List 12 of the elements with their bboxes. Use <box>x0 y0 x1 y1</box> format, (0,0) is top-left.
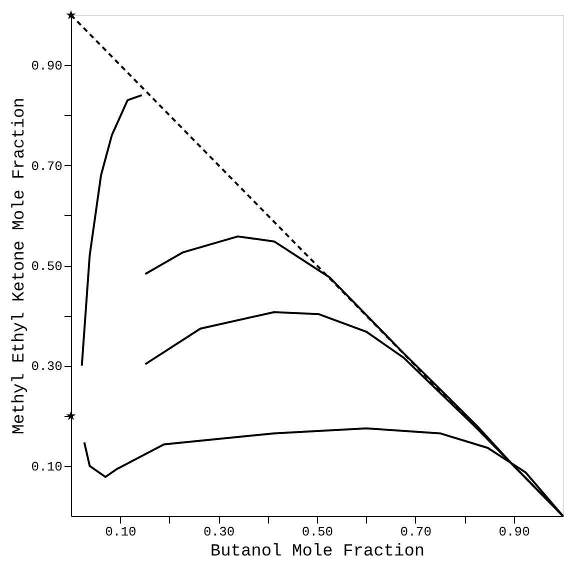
y-axis-title: Methyl Ethyl Ketone Mole Fraction <box>10 98 30 434</box>
y-tick-label: 0.30 <box>31 359 62 374</box>
y-tick-label: 0.70 <box>31 158 62 174</box>
x-tick-label: 0.10 <box>105 524 136 540</box>
x-axis-title: Butanol Mole Fraction <box>210 542 425 562</box>
x-tick-label: 0.70 <box>400 524 432 540</box>
y-tick-label: 0.50 <box>31 259 62 274</box>
x-tick-label: 0.30 <box>203 524 235 540</box>
x-tick-label: 0.90 <box>498 524 530 540</box>
y-tick-label: 0.90 <box>31 58 62 74</box>
y-tick-label: 0.10 <box>31 459 62 474</box>
x-tick-label: 0.50 <box>302 524 334 540</box>
